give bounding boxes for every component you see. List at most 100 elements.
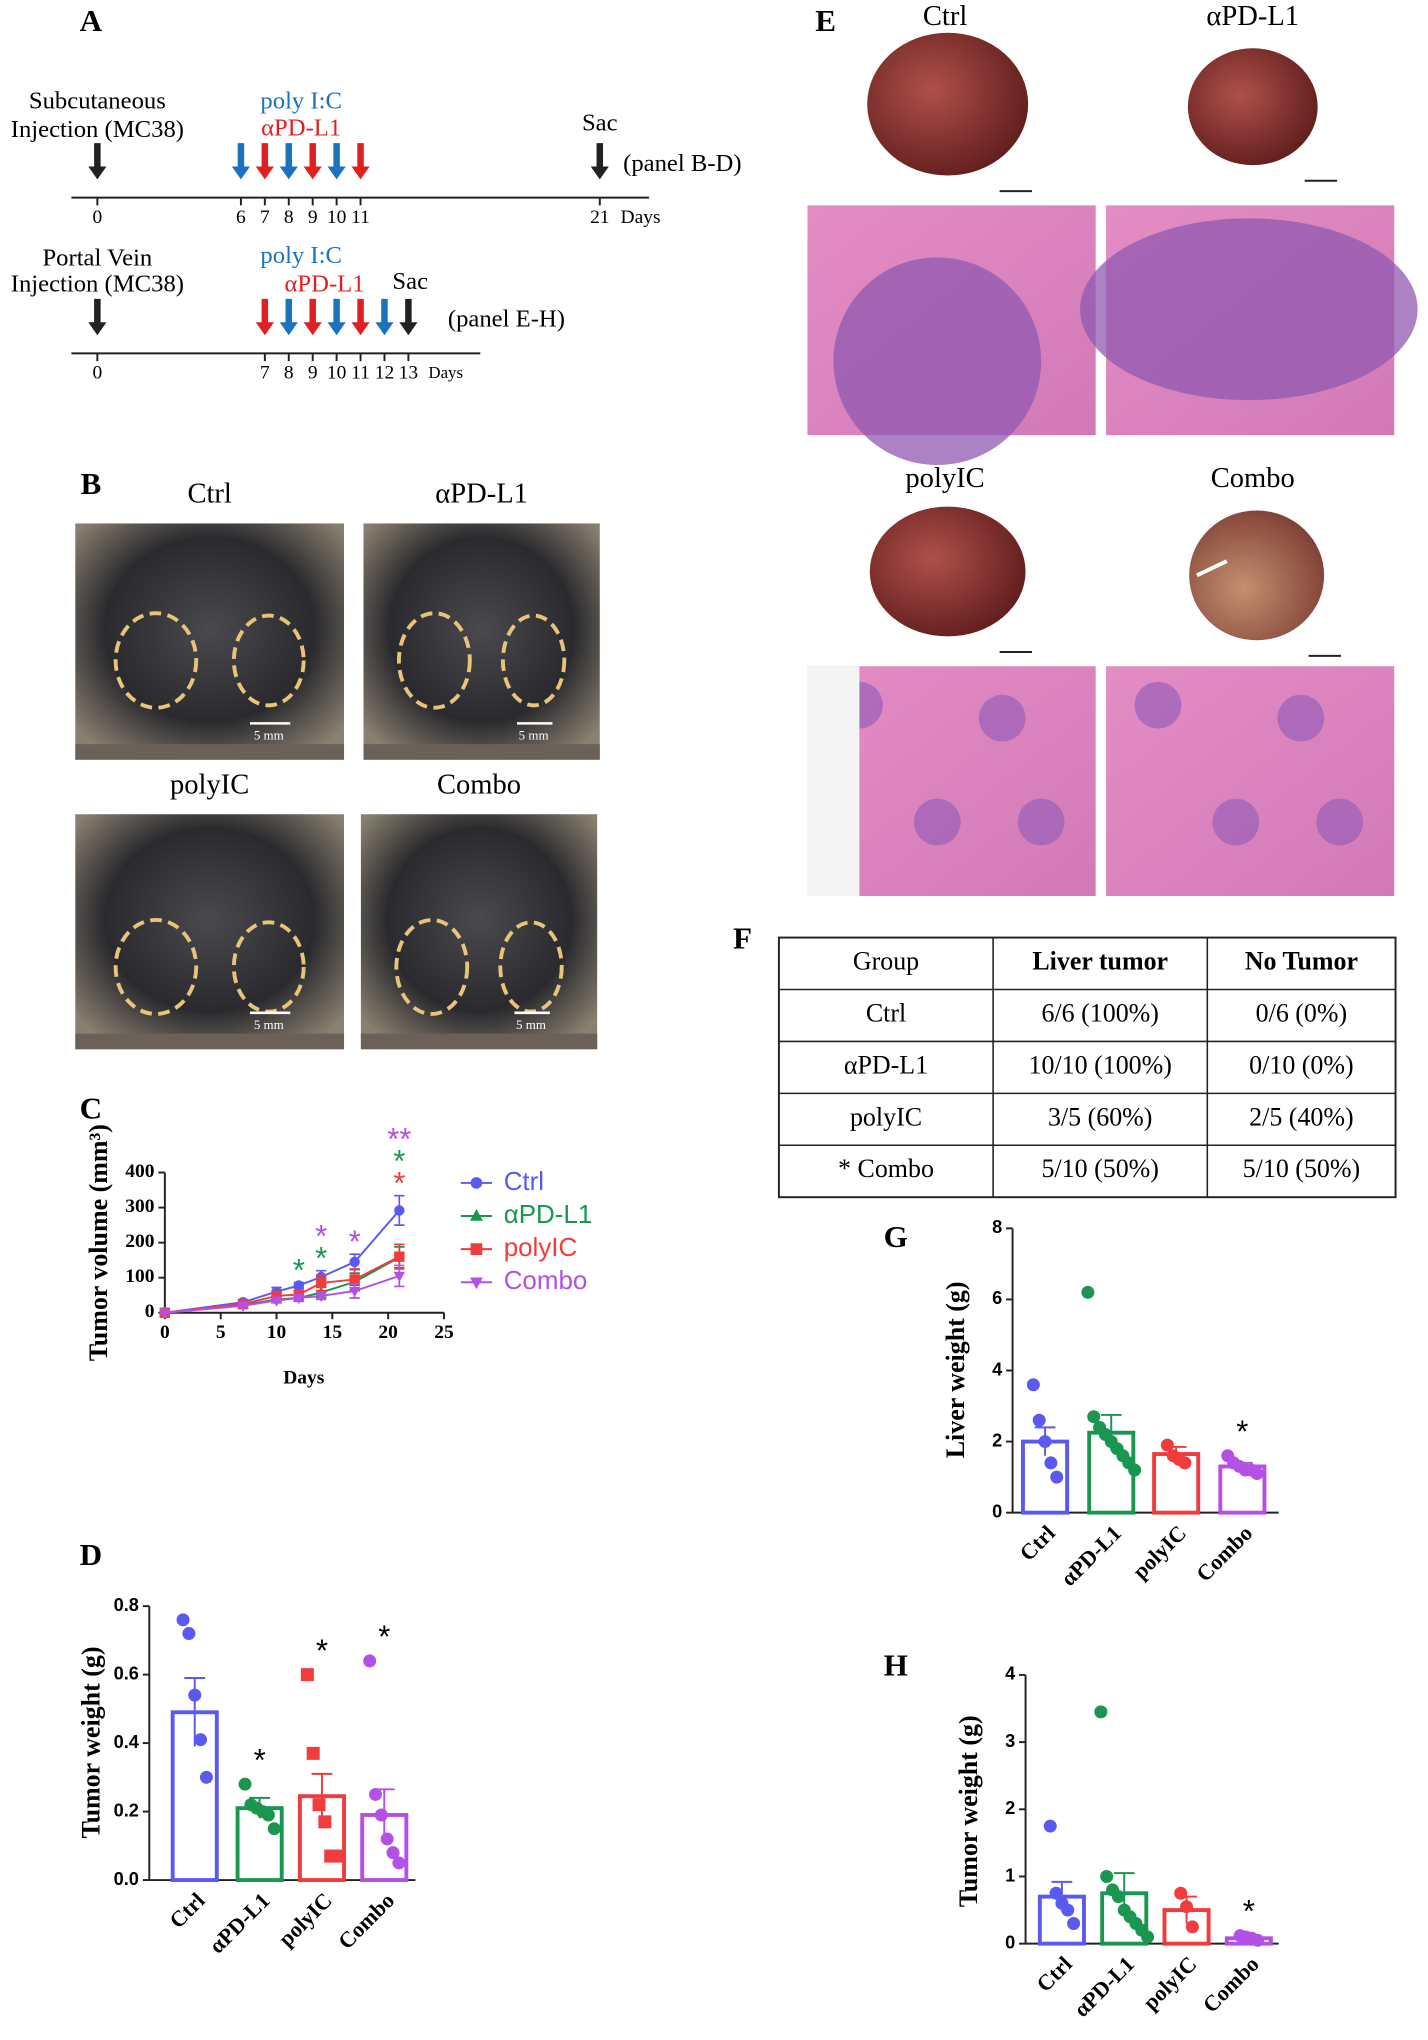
- table-cell: αPD-L1: [844, 1050, 928, 1079]
- tick-label: 0: [92, 207, 102, 228]
- tumor-outline: [113, 611, 199, 710]
- marker: [349, 1256, 360, 1268]
- marker: [199, 1770, 213, 1784]
- y-tick-label: 6: [992, 1288, 1002, 1308]
- tumor-focus: [1316, 798, 1364, 846]
- table-cell: 5/10 (50%): [1041, 1154, 1159, 1183]
- tick-label: 8: [284, 207, 294, 228]
- tick-label: 11: [351, 207, 370, 228]
- x-tick-label: Ctrl: [1031, 1951, 1076, 1996]
- marker: [293, 1293, 305, 1305]
- legend-marker: [470, 1243, 483, 1255]
- tick-label: 7: [260, 363, 270, 384]
- liver-photo: [1187, 48, 1318, 166]
- significance: *: [1243, 1894, 1255, 1929]
- mouse-photo: [75, 523, 345, 760]
- y-axis-label: Liver weight (g): [941, 1281, 970, 1458]
- treatment-label: poly I:C: [260, 242, 342, 269]
- marker: [394, 1205, 405, 1216]
- significance: *: [349, 1224, 361, 1259]
- significance: **: [387, 1121, 411, 1156]
- tick-label: 9: [308, 207, 318, 228]
- significance: *: [254, 1742, 266, 1777]
- x-tick-label: αPD-L1: [204, 1888, 275, 1959]
- injection-label: Injection (MC38): [11, 271, 184, 298]
- tumor-focus: [1017, 798, 1065, 846]
- x-tick-label: Combo: [333, 1888, 399, 1954]
- photo-label: polyIC: [905, 463, 984, 494]
- marker: [315, 1277, 327, 1289]
- y-tick-label: 4: [1005, 1664, 1015, 1684]
- y-tick-label: 1: [1005, 1865, 1015, 1885]
- photo-label: Combo: [437, 770, 521, 801]
- marker: [1067, 1917, 1081, 1930]
- significance: *: [378, 1619, 390, 1654]
- panel-letter: F: [733, 921, 752, 956]
- marker: [363, 1654, 377, 1668]
- arrow: [351, 298, 370, 336]
- table-cell: 6/6 (100%): [1041, 998, 1159, 1027]
- marker: [330, 1849, 344, 1863]
- table-cell: Ctrl: [866, 998, 906, 1027]
- series-line: [164, 1255, 400, 1314]
- tumor-outline: [394, 918, 470, 1016]
- tumor-region: [833, 257, 1042, 466]
- tumor-region: [1080, 218, 1418, 401]
- injection-label: Subcutaneous: [29, 87, 166, 114]
- y-tick-label: 0: [992, 1501, 1002, 1521]
- sac-label: Sac: [392, 268, 428, 295]
- panel-letter: D: [80, 1537, 103, 1572]
- table-cell: * Combo: [838, 1154, 934, 1183]
- x-tick-label: Ctrl: [1015, 1520, 1060, 1565]
- unit-label: Days: [428, 363, 463, 382]
- marker: [393, 1271, 406, 1283]
- liver-photo: [869, 506, 1026, 637]
- x-tick-label: 20: [378, 1322, 397, 1343]
- marker: [1174, 1886, 1188, 1900]
- x-tick-label: 10: [267, 1322, 286, 1343]
- x-tick-label: Combo: [1191, 1520, 1257, 1586]
- tick-label: 13: [399, 363, 418, 384]
- significance: *: [315, 1218, 327, 1253]
- injection-label: Portal Vein: [42, 245, 152, 272]
- tick-label: 10: [327, 363, 346, 384]
- arrow: [88, 143, 107, 180]
- tumor-focus: [1277, 694, 1325, 742]
- legend-label: Ctrl: [504, 1166, 544, 1196]
- marker: [1250, 1467, 1264, 1481]
- marker: [1032, 1413, 1046, 1427]
- table-border: [777, 936, 1397, 1199]
- y-tick-label: 0.8: [114, 1595, 139, 1615]
- tick-label: 11: [351, 363, 370, 384]
- treatment-label: poly I:C: [260, 87, 342, 114]
- marker: [194, 1733, 208, 1747]
- liver-photo: [1189, 510, 1325, 641]
- marker: [270, 1296, 283, 1307]
- arrow: [375, 298, 394, 336]
- legend-label: Combo: [504, 1265, 588, 1295]
- arrow: [327, 298, 346, 336]
- marker: [159, 1308, 171, 1319]
- arrow: [351, 143, 370, 180]
- panel-letter: H: [884, 1648, 908, 1683]
- y-tick-label: 100: [125, 1266, 154, 1287]
- arrow: [399, 298, 418, 336]
- legend-label: αPD-L1: [504, 1199, 593, 1229]
- marker: [1081, 1285, 1095, 1299]
- marker: [315, 1291, 327, 1303]
- arrow: [255, 143, 274, 180]
- marker: [1180, 1900, 1194, 1914]
- table-cell: polyIC: [850, 1102, 922, 1131]
- y-axis-label: Tumor weight (g): [76, 1647, 105, 1839]
- legend-marker: [470, 1177, 483, 1189]
- significance: *: [293, 1252, 305, 1287]
- series-line: [164, 1209, 401, 1314]
- marker: [1178, 1456, 1192, 1470]
- table-header: Liver tumor: [1032, 946, 1168, 975]
- photo-label: αPD-L1: [435, 479, 528, 510]
- panel-letter: A: [80, 3, 103, 38]
- marker: [318, 1815, 332, 1829]
- legend-label: polyIC: [504, 1232, 578, 1262]
- treatment-label: αPD-L1: [285, 271, 365, 298]
- marker: [1044, 1456, 1058, 1470]
